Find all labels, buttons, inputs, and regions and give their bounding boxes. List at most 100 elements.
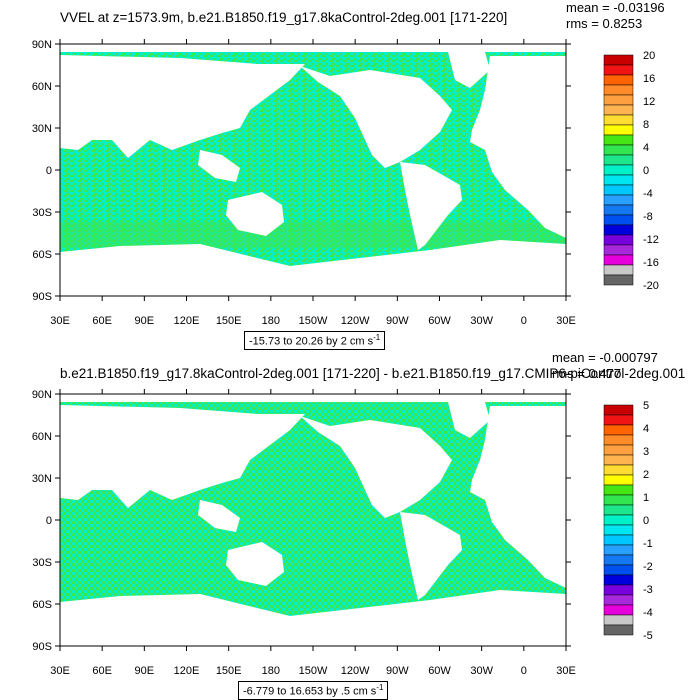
colorbar-swatch <box>603 144 634 156</box>
x-tick-label: 120W <box>341 665 370 677</box>
colorbar-swatch <box>603 234 634 246</box>
map-field <box>60 394 566 646</box>
x-tick-label: 120E <box>174 315 200 327</box>
contour-caption: -15.73 to 20.26 by 2 cm s-1 <box>244 331 386 350</box>
x-tick-label: 0 <box>521 665 527 677</box>
x-axis: 30E 60E 90E 120E 150E 180 150W 120W 90W 60W 30W 0 30… <box>50 39 576 327</box>
x-tick-label: 150E <box>216 665 242 677</box>
caption-sup: -1 <box>373 333 381 342</box>
y-tick-label: 60S <box>32 599 52 611</box>
colorbar-label: 20 <box>643 50 655 62</box>
land-australia <box>226 542 284 586</box>
y-tick-label: 90S <box>32 641 52 653</box>
colorbar-label: 1 <box>643 492 649 504</box>
colorbar-swatch <box>603 244 634 256</box>
colorbar-swatch <box>603 424 634 436</box>
land-north-america <box>300 416 452 518</box>
land-greenland <box>448 52 490 88</box>
colorbar-swatch <box>603 204 634 216</box>
colorbar-swatch <box>603 94 634 106</box>
y-tick-label: 60N <box>32 431 52 443</box>
colorbar-swatch <box>603 404 634 416</box>
colorbar-swatch <box>603 84 634 96</box>
mean-stat: mean = -0.03196 <box>566 0 665 15</box>
colorbar-swatch <box>603 414 634 426</box>
colorbar-swatch <box>603 54 634 66</box>
colorbar-label: 4 <box>643 423 649 435</box>
land-antarctica <box>60 240 566 296</box>
colorbar-swatch <box>603 154 634 166</box>
land-europe-africa <box>470 406 566 588</box>
colorbar-swatch <box>603 554 634 566</box>
colorbar-label: -2 <box>643 561 653 573</box>
colorbar-label: -4 <box>643 188 653 200</box>
colorbar-swatch <box>603 584 634 596</box>
land-eurasia <box>60 405 305 508</box>
x-tick-label: 150E <box>216 315 242 327</box>
chart-title: b.e21.B1850.f19_g17.8kaControl-2deg.001 … <box>60 366 685 381</box>
x-tick-label: 60E <box>92 315 112 327</box>
colorbar-swatch <box>603 474 634 486</box>
colorbar-label: 0 <box>643 515 649 527</box>
x-tick-label: 30W <box>470 315 493 327</box>
colorbar-swatch <box>603 174 634 186</box>
x-tick-label: 60W <box>428 315 451 327</box>
rms-stat: rms = 0.477 <box>552 366 621 381</box>
x-tick-label: 90E <box>135 315 155 327</box>
colorbar-swatch <box>603 534 634 546</box>
colorbar-swatch <box>603 64 634 76</box>
land-arctic <box>60 394 566 402</box>
caption-sup: -1 <box>376 683 384 692</box>
colorbar-swatch <box>603 124 634 136</box>
colorbar-swatch <box>603 164 634 176</box>
colorbar-swatch <box>603 264 634 276</box>
colorbar-swatch <box>603 594 634 606</box>
mean-stat: mean = -0.000797 <box>552 350 658 365</box>
colorbar-label: 0 <box>643 165 649 177</box>
x-tick-label: 30E <box>50 315 70 327</box>
land-arctic <box>60 44 566 52</box>
x-tick-label: 90W <box>386 315 409 327</box>
y-tick-label: 60S <box>32 249 52 261</box>
colorbar-swatch <box>603 104 634 116</box>
colorbar-label: -3 <box>643 584 653 596</box>
colorbar-swatch <box>603 544 634 556</box>
colorbar-label: 2 <box>643 469 649 481</box>
land-south-america <box>400 162 462 250</box>
x-tick-label: 90W <box>386 665 409 677</box>
x-axis: 30E 60E 90E 120E 150E 180 150W 120W 90W 60W 30W 0 30… <box>50 389 576 677</box>
x-tick-label: 180 <box>262 315 280 327</box>
y-tick-label: 30S <box>32 207 52 219</box>
y-tick-label: 60N <box>32 81 52 93</box>
colorbar-label: -8 <box>643 211 653 223</box>
x-tick-label: 90E <box>135 665 155 677</box>
colorbar-swatch <box>603 604 634 616</box>
caption-text: -6.779 to 16.653 by .5 cm s <box>243 685 377 698</box>
x-tick-label: 0 <box>521 315 527 327</box>
colorbar-swatch <box>603 624 634 636</box>
colorbar-swatch <box>603 464 634 476</box>
colorbar-swatch <box>603 274 634 286</box>
colorbar-swatch <box>603 254 634 266</box>
colorbar: 20 16 12 8 4 0 -4 -8 -12 -16 -20 <box>603 50 659 292</box>
land-south-america <box>400 512 462 600</box>
y-tick-label: 30N <box>32 123 52 135</box>
y-tick-label: 30N <box>32 473 52 485</box>
x-tick-label: 150W <box>299 315 328 327</box>
x-tick-label: 60E <box>92 665 112 677</box>
colorbar-swatch <box>603 454 634 466</box>
x-tick-label: 120W <box>341 315 370 327</box>
x-tick-label: 60W <box>428 665 451 677</box>
colorbar-swatch <box>603 494 634 506</box>
x-tick-label: 150W <box>299 665 328 677</box>
x-tick-label: 30E <box>556 665 576 677</box>
land-europe-africa <box>470 56 566 238</box>
colorbar-swatch <box>603 184 634 196</box>
land-north-america <box>300 66 452 168</box>
x-tick-label: 30E <box>50 665 70 677</box>
rms-stat: rms = 0.8253 <box>566 16 642 31</box>
colorbar-swatch <box>603 514 634 526</box>
colorbar-label: -20 <box>643 280 659 292</box>
y-tick-label: 0 <box>46 515 52 527</box>
y-axis: 90N 60N 30N 0 30S 60S 90S <box>32 389 571 653</box>
